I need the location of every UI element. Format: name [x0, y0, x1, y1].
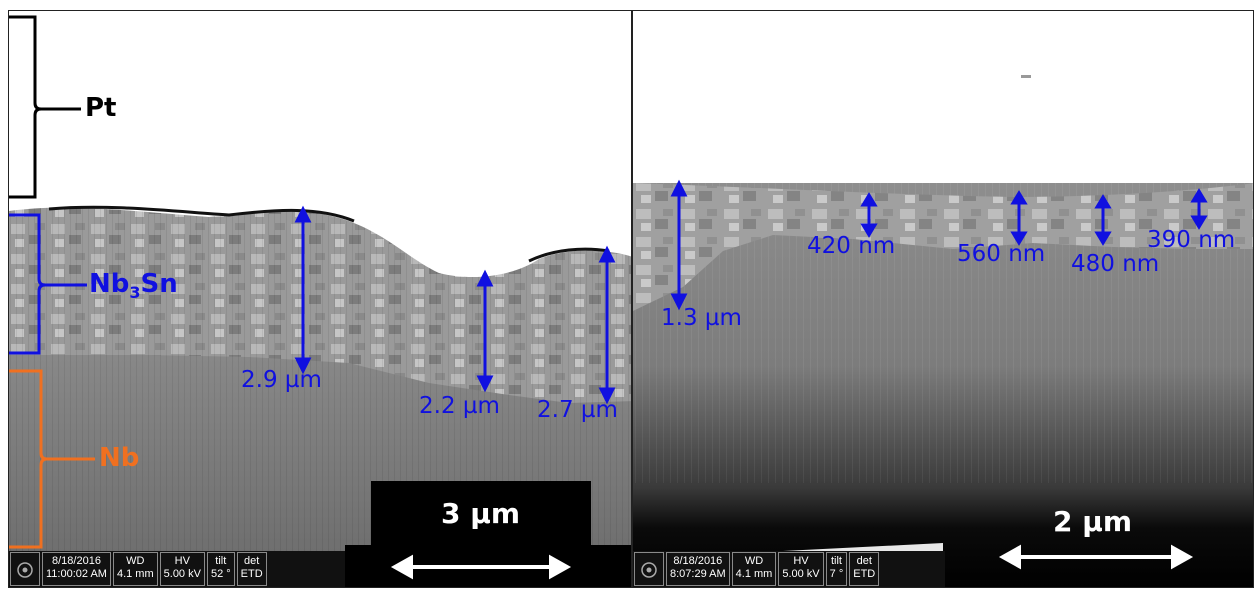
databar-datetime: 8/18/2016 11:00:02 AM — [42, 552, 111, 586]
fei-logo-icon — [634, 552, 664, 586]
scale-bar-label: 3 µm — [441, 497, 521, 530]
sem-image-right: 1.3 µm 420 nm 560 nm 480 nm 390 nm 2 µm … — [632, 10, 1254, 588]
sem-micrograph-left — [9, 15, 631, 587]
databar-datetime: 8/18/2016 8:07:29 AM — [666, 552, 730, 586]
scale-bar-label: 2 µm — [1053, 505, 1133, 538]
measurement-arrows-right — [670, 179, 1208, 311]
databar-hv: HV 5.00 kV — [778, 552, 824, 586]
label-nb: Nb — [99, 443, 140, 473]
measurement-label: 2.2 µm — [419, 393, 500, 419]
measurement-label: 390 nm — [1147, 227, 1236, 253]
databar-tilt: tilt 7 ° — [825, 552, 848, 586]
sem-image-left: Pt Nb3Sn Nb 2.9 µm 2.2 µm 2.7 µm 3 µm 8/… — [8, 10, 632, 588]
measurement-arrows-left — [294, 205, 616, 405]
measurement-label: 480 nm — [1071, 251, 1160, 277]
measurement-label: 420 nm — [807, 233, 896, 259]
sem-databar-left: 8/18/2016 11:00:02 AM WD 4.1 mm HV 5.00 kV … — [9, 551, 345, 587]
measurement-label: 2.9 µm — [241, 367, 322, 393]
databar-wd: WD 4.1 mm — [731, 552, 777, 586]
scale-arrow-right — [998, 544, 1194, 570]
measurement-label: 1.3 µm — [661, 305, 742, 331]
databar-tilt: tilt 52 ° — [206, 552, 235, 586]
measurement-label: 2.7 µm — [537, 397, 618, 423]
label-pt: Pt — [85, 93, 117, 123]
databar-hv: HV 5.00 kV — [159, 552, 205, 586]
fei-logo-icon — [10, 552, 40, 586]
sem-micrograph-right — [633, 75, 1253, 587]
measurement-label: 560 nm — [957, 241, 1046, 267]
label-nb3sn: Nb3Sn — [89, 269, 178, 303]
databar-det: det ETD — [236, 552, 267, 586]
databar-wd: WD 4.1 mm — [112, 552, 158, 586]
scale-arrow-left — [390, 554, 572, 580]
sem-databar-right: 8/18/2016 8:07:29 AM WD 4.1 mm HV 5.00 kV t… — [633, 551, 945, 587]
databar-det: det ETD — [849, 552, 880, 586]
